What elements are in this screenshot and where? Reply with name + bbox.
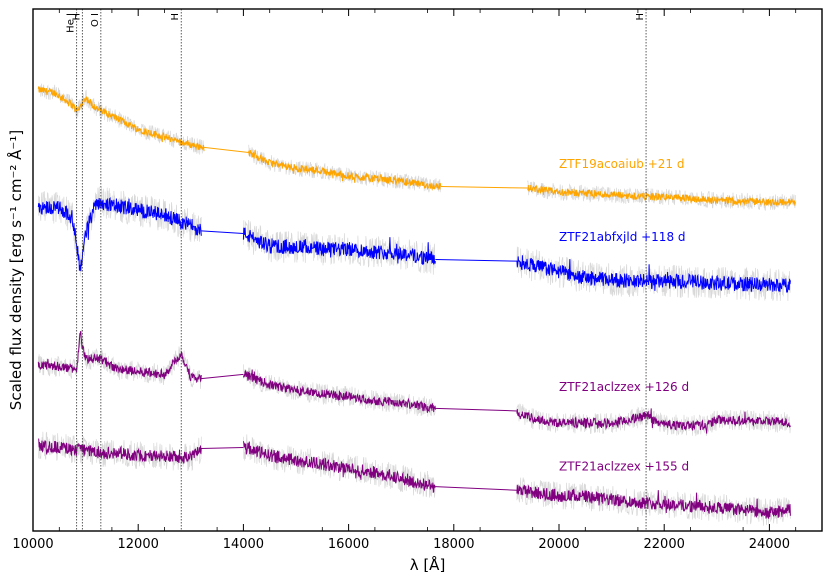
series-1-gap-connector-1 <box>203 146 249 154</box>
series-1-segment-2 <box>248 149 442 191</box>
series-2-gap-connector-2 <box>435 259 517 262</box>
series-label-1: ZTF19acoaiub +21 d <box>559 157 685 171</box>
x-tick-label-7: 22000 <box>644 537 685 552</box>
line-marker-label-5: H <box>635 13 646 21</box>
series-4-segment-1 <box>38 438 202 464</box>
series-label-layer: ZTF19acoaiub +21 d ZTF21abfxjld +118 d ZTF… <box>559 157 689 473</box>
series-2-error-segment-3 <box>516 246 791 302</box>
series-2-segment-2 <box>242 227 436 266</box>
series-1-uncertainty <box>38 83 797 211</box>
series-2-error-segment-1 <box>37 186 202 277</box>
line-marker-label-4: H <box>170 13 181 21</box>
series-label-2: ZTF21abfxjld +118 d <box>559 230 686 244</box>
series-1-segment-1 <box>37 86 205 152</box>
series-3-error-segment-2 <box>243 364 436 417</box>
series-1-error-segment-2 <box>248 144 442 193</box>
x-tick-label-6: 20000 <box>538 537 579 552</box>
series-4-segment-3 <box>516 484 791 519</box>
y-axis-label: Scaled flux density [erg s⁻¹ cm⁻² Å⁻¹] <box>6 130 25 410</box>
series-4-error-segment-3 <box>516 477 791 526</box>
series-2-gap-connector-1 <box>201 230 244 234</box>
series-3-segment-2 <box>242 369 436 413</box>
series-label-3: ZTF21aclzzex +126 d <box>559 380 689 394</box>
x-tick-label-2: 12000 <box>118 537 159 552</box>
x-tick-label-4: 16000 <box>328 537 369 552</box>
series-2-segment-3 <box>516 255 791 293</box>
series-3-gap-connector-1 <box>201 373 244 380</box>
line-marker-label-3: O I <box>90 13 101 27</box>
series-3-segment-3 <box>516 408 791 434</box>
series-2-segment-1 <box>37 197 202 272</box>
series-4-gap-connector-1 <box>201 446 244 450</box>
x-axis: 10000 12000 14000 16000 18000 20000 22000 24000 <box>12 9 797 552</box>
series-2 <box>37 197 791 293</box>
line-marker-label-1: He I <box>66 13 77 33</box>
series-4-segment-2 <box>242 441 436 494</box>
x-tick-label-8: 24000 <box>749 537 790 552</box>
x-tick-label-3: 14000 <box>223 537 264 552</box>
series-1-segment-3 <box>527 184 796 207</box>
series-4 <box>38 438 791 519</box>
series-1-gap-connector-2 <box>440 185 528 189</box>
series-2-error-segment-2 <box>243 219 436 275</box>
x-axis-label: λ [Å] <box>410 555 446 574</box>
series-3 <box>37 330 791 434</box>
series-3-segment-1 <box>37 330 202 384</box>
series-3-error-segment-1 <box>37 329 202 389</box>
series-1 <box>37 86 796 207</box>
series-4-gap-connector-2 <box>435 486 517 491</box>
x-tick-label-1: 10000 <box>12 537 53 552</box>
series-2-uncertainty <box>37 186 791 302</box>
series-4-error-segment-1 <box>37 431 202 472</box>
series-layer <box>37 86 796 519</box>
series-4-uncertainty <box>37 431 791 526</box>
line-marker-label-2: H <box>71 13 82 21</box>
series-label-4: ZTF21aclzzex +155 d <box>559 459 689 473</box>
series-3-gap-connector-2 <box>435 407 517 412</box>
x-tick-label-5: 18000 <box>433 537 474 552</box>
